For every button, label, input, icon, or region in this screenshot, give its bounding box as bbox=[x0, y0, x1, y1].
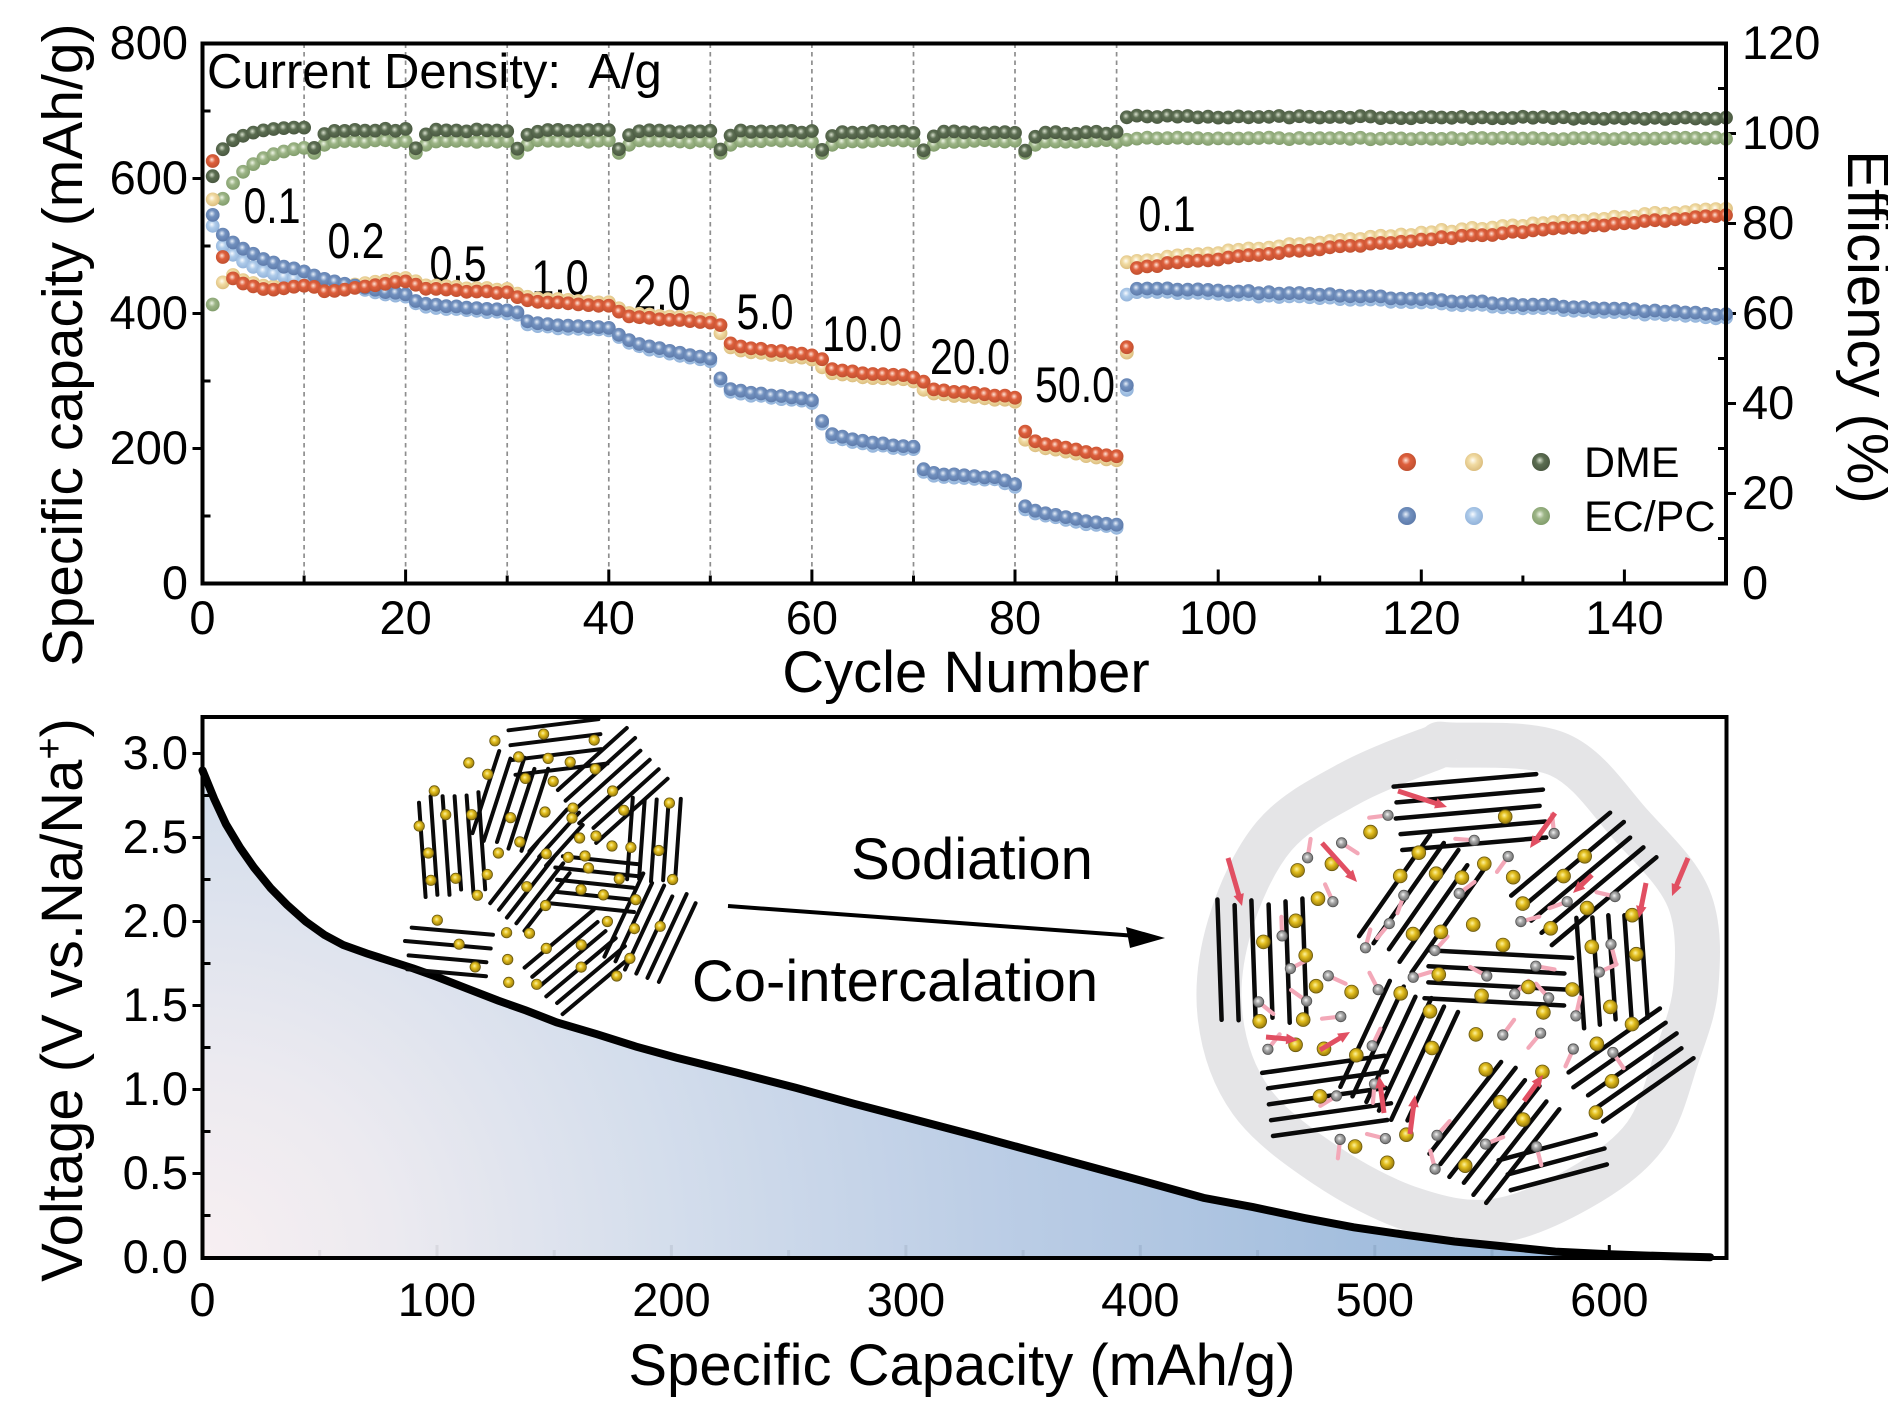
svg-text:200: 200 bbox=[632, 1273, 710, 1326]
svg-text:500: 500 bbox=[1336, 1273, 1414, 1326]
svg-text:0.5: 0.5 bbox=[123, 1146, 188, 1199]
svg-text:100: 100 bbox=[1179, 591, 1257, 644]
svg-text:60: 60 bbox=[1742, 286, 1794, 339]
svg-text:1.0: 1.0 bbox=[123, 1062, 188, 1115]
svg-text:5.0: 5.0 bbox=[737, 284, 794, 340]
svg-text:3.0: 3.0 bbox=[123, 726, 188, 779]
svg-text:0.1: 0.1 bbox=[244, 178, 301, 234]
svg-text:140: 140 bbox=[1585, 591, 1663, 644]
svg-text:0.2: 0.2 bbox=[328, 213, 385, 269]
svg-text:50.0: 50.0 bbox=[1035, 357, 1115, 413]
svg-text:300: 300 bbox=[867, 1273, 945, 1326]
svg-text:0.0: 0.0 bbox=[123, 1230, 188, 1283]
svg-text:0: 0 bbox=[189, 591, 215, 644]
svg-text:Cycle Number: Cycle Number bbox=[782, 640, 1149, 705]
svg-text:0: 0 bbox=[162, 556, 188, 609]
svg-text:40: 40 bbox=[1742, 376, 1794, 429]
svg-text:Specific Capacity (mAh/g): Specific Capacity (mAh/g) bbox=[628, 1333, 1295, 1398]
svg-text:80: 80 bbox=[1742, 196, 1794, 249]
svg-text:20: 20 bbox=[1742, 466, 1794, 519]
svg-text:Current Density: A/g: Current Density: A/g bbox=[207, 45, 662, 99]
svg-text:Voltage (V vs.Na/Na+): Voltage (V vs.Na/Na+) bbox=[29, 718, 95, 1282]
svg-text:100: 100 bbox=[1742, 106, 1820, 159]
svg-text:120: 120 bbox=[1382, 591, 1460, 644]
svg-text:60: 60 bbox=[786, 591, 838, 644]
svg-text:Co-intercalation: Co-intercalation bbox=[692, 949, 1098, 1014]
svg-text:DME: DME bbox=[1584, 439, 1680, 487]
svg-text:Sodiation: Sodiation bbox=[851, 827, 1093, 892]
svg-text:800: 800 bbox=[110, 16, 188, 69]
svg-text:400: 400 bbox=[110, 286, 188, 339]
svg-text:20.0: 20.0 bbox=[930, 329, 1010, 385]
svg-text:Efficiency (%): Efficiency (%) bbox=[1835, 150, 1888, 503]
svg-text:600: 600 bbox=[110, 151, 188, 204]
svg-text:Specific capacity (mAh/g): Specific capacity (mAh/g) bbox=[31, 23, 95, 666]
svg-text:80: 80 bbox=[989, 591, 1041, 644]
svg-text:2.0: 2.0 bbox=[123, 894, 188, 947]
svg-text:2.5: 2.5 bbox=[123, 810, 188, 863]
svg-text:0: 0 bbox=[1742, 556, 1768, 609]
svg-text:EC/PC: EC/PC bbox=[1584, 493, 1715, 541]
svg-text:120: 120 bbox=[1742, 16, 1820, 69]
svg-text:10.0: 10.0 bbox=[822, 306, 902, 362]
svg-text:20: 20 bbox=[379, 591, 431, 644]
svg-text:400: 400 bbox=[1101, 1273, 1179, 1326]
svg-text:100: 100 bbox=[398, 1273, 476, 1326]
svg-text:600: 600 bbox=[1570, 1273, 1648, 1326]
svg-text:0.1: 0.1 bbox=[1139, 186, 1196, 242]
svg-text:40: 40 bbox=[583, 591, 635, 644]
svg-text:0: 0 bbox=[189, 1273, 215, 1326]
svg-text:1.5: 1.5 bbox=[123, 978, 188, 1031]
svg-text:200: 200 bbox=[110, 421, 188, 474]
